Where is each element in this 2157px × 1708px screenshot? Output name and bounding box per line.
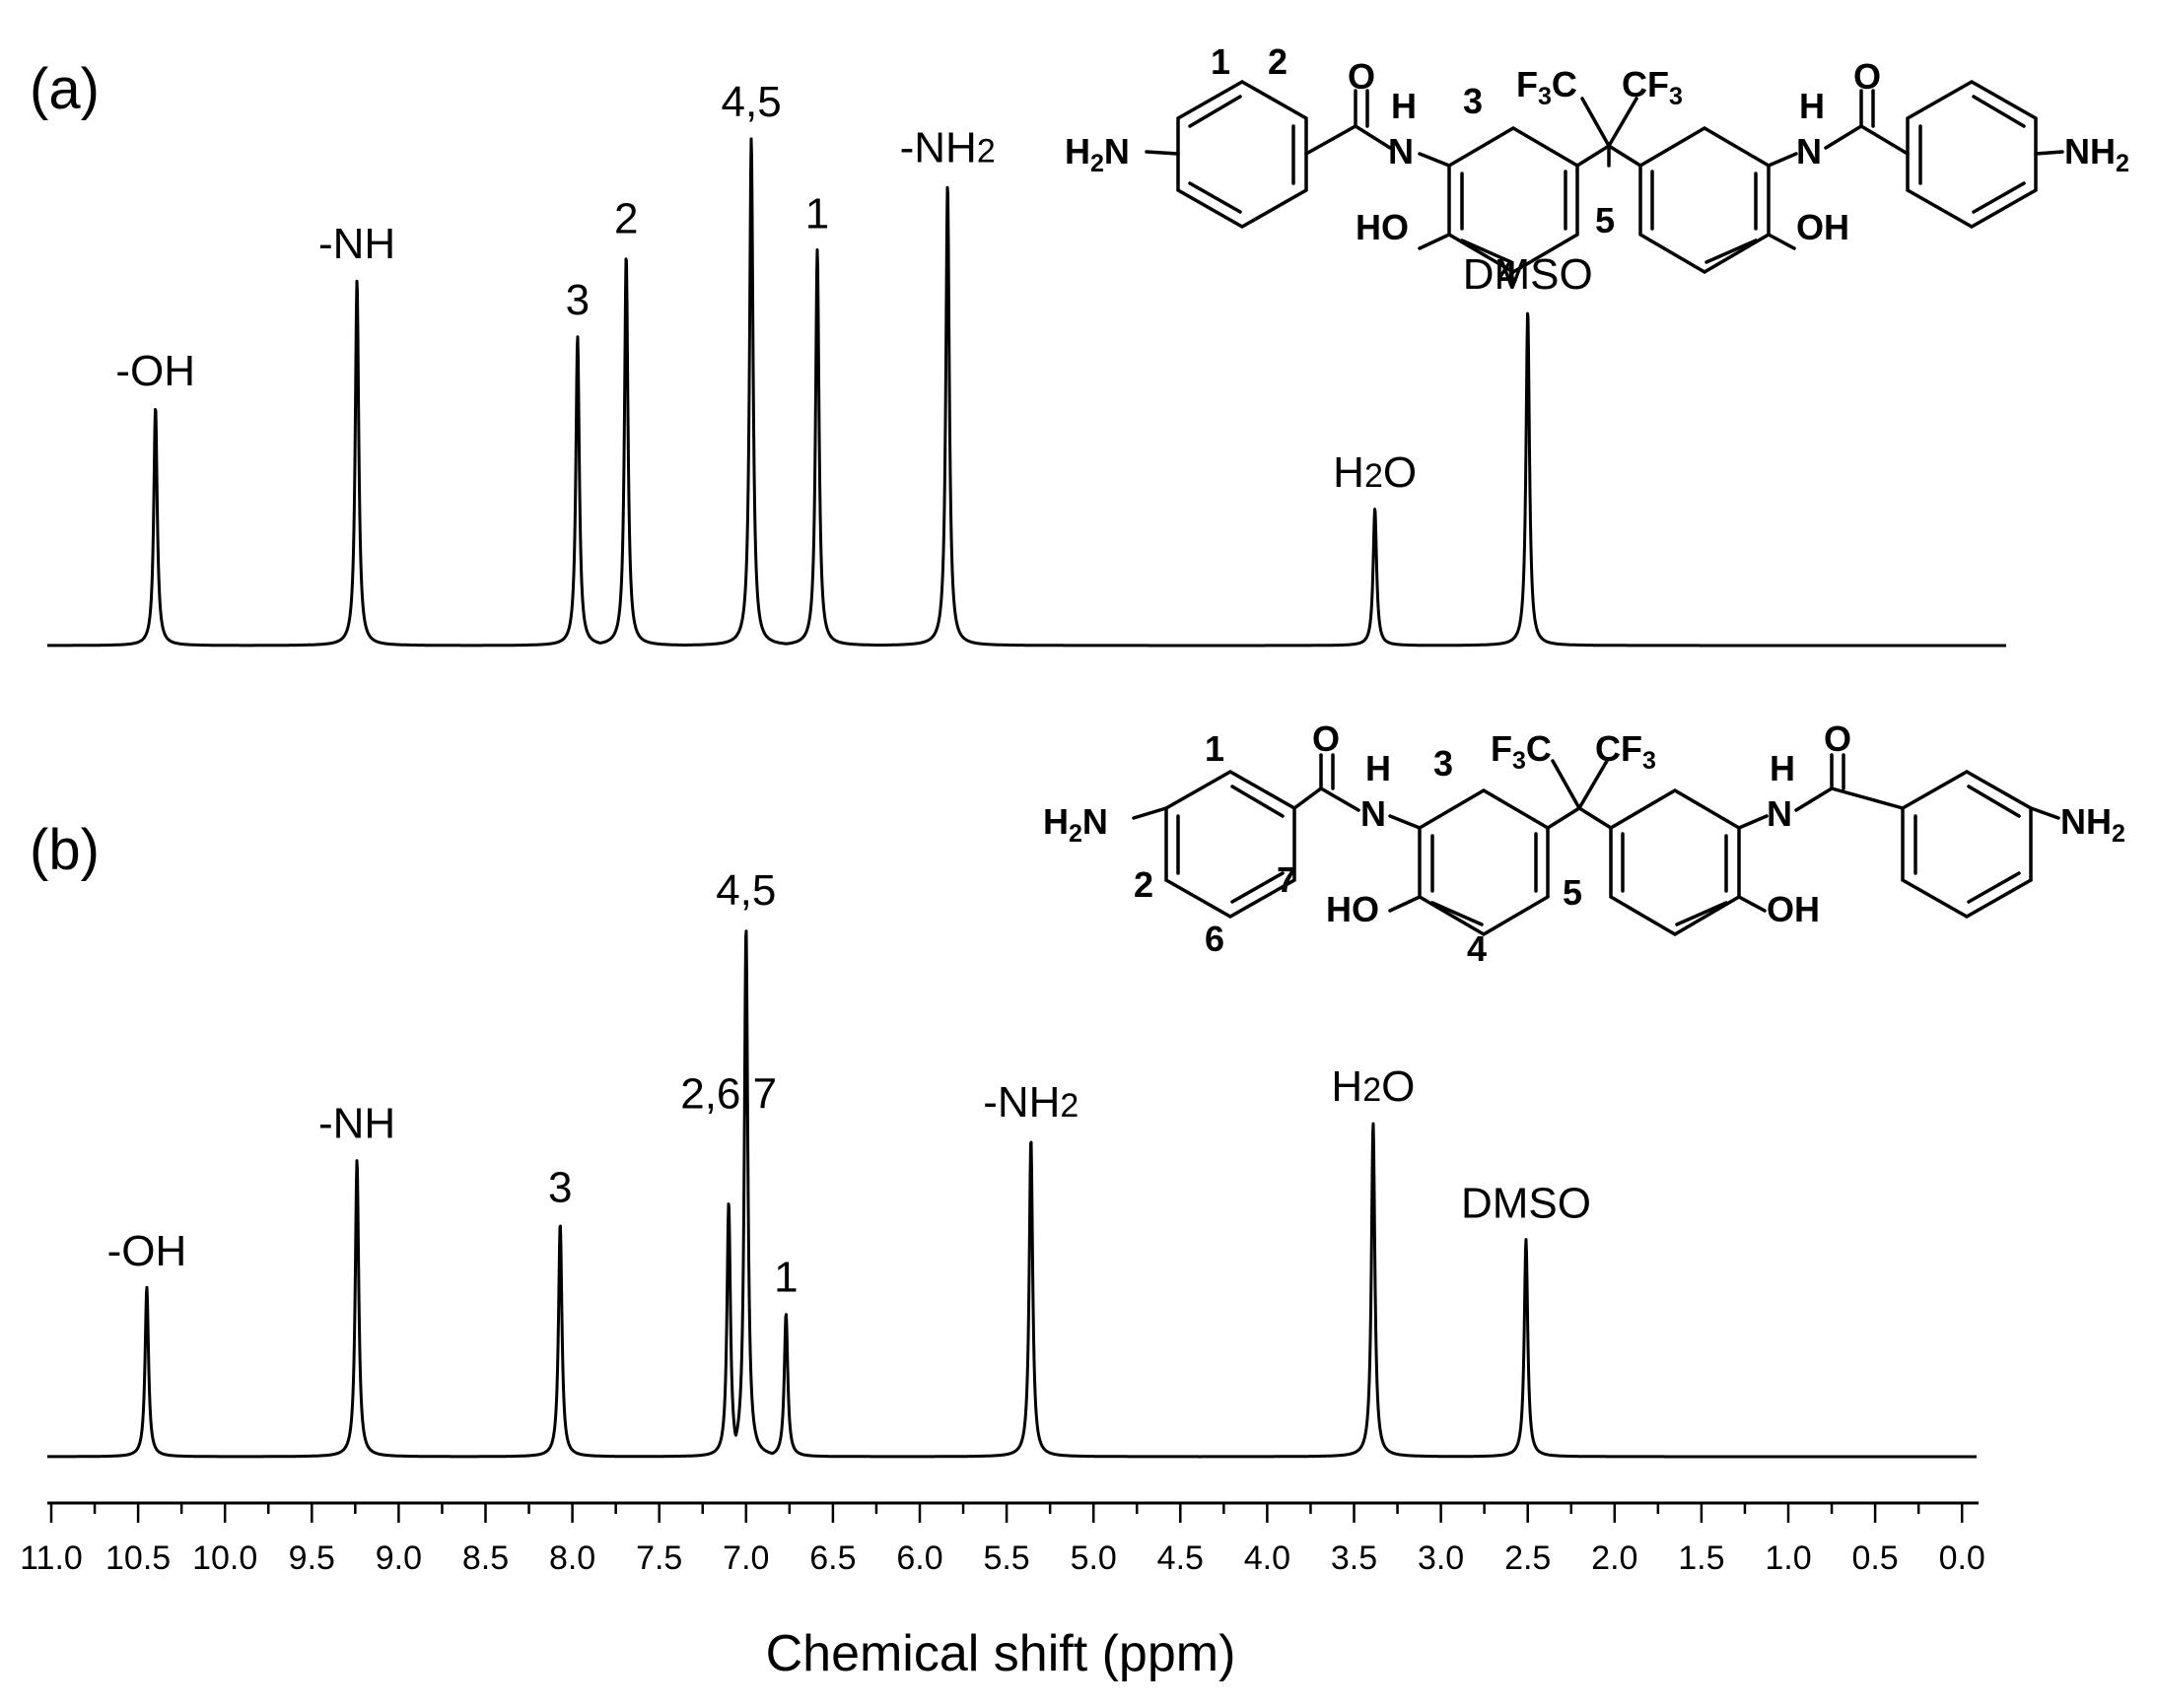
group-a-cf3: CF3 xyxy=(1622,64,1683,110)
group-a-f3c: F3C xyxy=(1516,64,1577,110)
group-b-o-left: O xyxy=(1312,718,1340,759)
group-b-oh: OH xyxy=(1767,889,1820,929)
x-tick-label-15: 3.5 xyxy=(1331,1539,1377,1577)
x-tick-label-14: 4.0 xyxy=(1244,1539,1290,1577)
ring-number-a-5: 5 xyxy=(1595,200,1615,240)
x-tick-label-21: 0.5 xyxy=(1851,1539,1898,1577)
peak-label-b-2: 3 xyxy=(548,1163,572,1211)
peak-label-a-1: -NH xyxy=(318,220,395,268)
x-tick-label-10: 6.0 xyxy=(896,1539,942,1577)
group-a-o-right: O xyxy=(1853,56,1881,97)
group-a-oh: OH xyxy=(1796,207,1849,247)
group-b-o-right: O xyxy=(1824,718,1851,759)
peak-labels-b: -OH -NH 3 2,6,7 4,5 1 -NH2 H2O DMSO xyxy=(107,866,1591,1302)
x-axis-title: Chemical shift (ppm) xyxy=(766,1625,1236,1682)
peak-label-a-4: 4,5 xyxy=(722,78,782,126)
x-tick-label-2: 10.0 xyxy=(192,1539,257,1577)
structure-a: H2N 1 2 O H N HO 3 5 4 F3C CF3 O xyxy=(1065,41,2129,294)
x-tick-label-13: 4.5 xyxy=(1157,1539,1204,1577)
peak-label-b-4: 4,5 xyxy=(716,866,776,915)
ring-number-b-6: 6 xyxy=(1205,919,1224,959)
x-tick-label-6: 8.0 xyxy=(549,1539,595,1577)
ring-number-a-4: 4 xyxy=(1497,253,1517,294)
structure-b: H2N 1 2 6 7 O H N HO 3 5 4 F3C CF3 xyxy=(1043,718,2125,969)
x-axis-ticks: 11.0 10.5 10.0 9.5 9.0 8.5 8.0 7.5 7.0 6.5 6.0 5.5 5… xyxy=(20,1503,1985,1577)
x-tick-label-0: 11.0 xyxy=(20,1539,83,1577)
group-a-h2n-left: H2N xyxy=(1065,131,1130,177)
group-b-cf3: CF3 xyxy=(1595,728,1656,775)
panel-label-a: (a) xyxy=(30,57,100,121)
group-b-f3c: F3C xyxy=(1491,728,1552,775)
group-b-nh2-right: NH2 xyxy=(2060,801,2125,848)
peak-label-b-1: -NH xyxy=(318,1100,395,1148)
x-tick-label-8: 7.0 xyxy=(723,1539,769,1577)
peak-label-b-6: -NH2 xyxy=(983,1078,1078,1127)
peak-label-b-7: H2O xyxy=(1331,1062,1415,1111)
group-a-nh2-right: NH2 xyxy=(2064,131,2129,177)
group-a-h-left: H xyxy=(1391,86,1417,126)
peak-label-a-2: 3 xyxy=(566,276,590,324)
ring-number-b-7: 7 xyxy=(1277,859,1296,900)
peak-label-b-5: 1 xyxy=(774,1254,798,1302)
x-tick-label-12: 5.0 xyxy=(1071,1539,1117,1577)
ring-number-b-2: 2 xyxy=(1134,864,1153,905)
x-tick-label-5: 8.5 xyxy=(462,1539,509,1577)
group-b-h-left: H xyxy=(1365,748,1391,788)
x-tick-label-22: 0.0 xyxy=(1939,1539,1985,1577)
spectrum-trace-b xyxy=(46,929,1978,1459)
group-b-h2n-left: H2N xyxy=(1043,801,1108,848)
peak-label-a-7: H2O xyxy=(1333,448,1417,497)
group-b-ho: HO xyxy=(1326,889,1379,929)
ring-number-b-3: 3 xyxy=(1433,743,1453,784)
x-tick-label-20: 1.0 xyxy=(1765,1539,1811,1577)
group-a-n-left: N xyxy=(1388,131,1414,171)
group-a-ho: HO xyxy=(1356,207,1409,247)
spectrum-trace-a xyxy=(46,137,2007,648)
peak-label-a-5: 1 xyxy=(805,189,829,238)
x-tick-label-1: 10.5 xyxy=(105,1539,171,1577)
ring-number-b-5: 5 xyxy=(1563,872,1582,913)
panel-label-b: (b) xyxy=(30,818,100,882)
peak-label-b-0: -OH xyxy=(107,1227,187,1275)
x-tick-label-9: 6.5 xyxy=(809,1539,856,1577)
x-tick-label-3: 9.5 xyxy=(289,1539,335,1577)
x-tick-label-4: 9.0 xyxy=(376,1539,422,1577)
group-b-n-left: N xyxy=(1360,793,1386,834)
ring-number-b-1: 1 xyxy=(1205,728,1224,769)
peak-label-a-8: DMSO xyxy=(1463,250,1593,299)
x-tick-label-11: 5.5 xyxy=(983,1539,1029,1577)
peak-label-a-3: 2 xyxy=(614,194,638,242)
x-axis: 11.0 10.5 10.0 9.5 9.0 8.5 8.0 7.5 7.0 6.5 6.0 5.5 5… xyxy=(20,1501,1985,1577)
x-tick-label-7: 7.5 xyxy=(636,1539,682,1577)
peak-label-b-8: DMSO xyxy=(1461,1179,1591,1227)
spectrum-b: -OH -NH 3 2,6,7 4,5 1 -NH2 H2O DMSO xyxy=(46,866,1978,1459)
x-tick-label-19: 1.5 xyxy=(1678,1539,1724,1577)
group-b-h-right: H xyxy=(1770,748,1795,788)
group-b-n-right: N xyxy=(1767,793,1792,834)
peak-label-a-0: -OH xyxy=(115,347,195,395)
group-a-o-left: O xyxy=(1348,56,1375,97)
ring-number-a-3: 3 xyxy=(1463,81,1483,121)
peak-label-b-3: 2,6,7 xyxy=(680,1069,777,1118)
ring-number-b-4: 4 xyxy=(1467,928,1487,969)
peak-label-a-6: -NH2 xyxy=(900,123,996,171)
ring-number-a-1: 1 xyxy=(1211,41,1230,82)
x-tick-label-18: 2.0 xyxy=(1591,1539,1637,1577)
ring-number-a-2: 2 xyxy=(1268,41,1287,82)
x-tick-label-17: 2.5 xyxy=(1504,1539,1551,1577)
group-a-h-right: H xyxy=(1799,86,1825,126)
x-tick-label-16: 3.0 xyxy=(1418,1539,1464,1577)
group-a-n-right: N xyxy=(1796,131,1822,171)
